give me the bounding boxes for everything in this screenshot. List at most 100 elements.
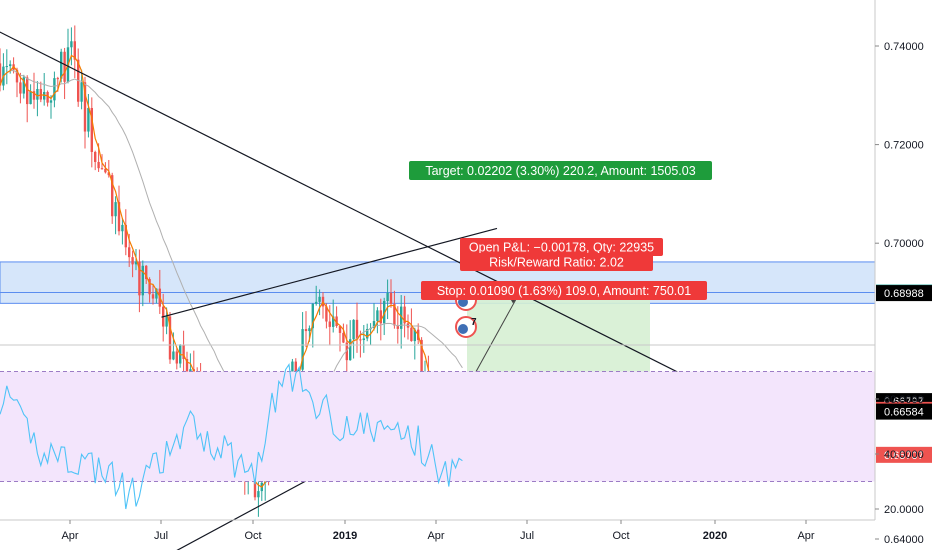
candle[interactable] bbox=[355, 319, 359, 340]
target-label-text: Target: 0.02202 (3.30%) 220.2, Amount: 1… bbox=[425, 164, 695, 178]
candle[interactable] bbox=[389, 292, 393, 304]
pnl-label[interactable]: Open P&L: −0.00178, Qty: 22935 bbox=[460, 238, 663, 256]
candle[interactable] bbox=[315, 301, 318, 304]
rsi-tick-label: 60.0000 bbox=[884, 394, 924, 406]
candle[interactable] bbox=[253, 477, 257, 498]
candle[interactable] bbox=[308, 328, 311, 332]
candle[interactable] bbox=[413, 329, 416, 342]
candle[interactable] bbox=[400, 306, 403, 329]
candle[interactable] bbox=[155, 288, 158, 299]
candle[interactable] bbox=[379, 310, 382, 324]
candle[interactable] bbox=[15, 69, 19, 83]
candle[interactable] bbox=[372, 321, 376, 329]
price-tick-label: 0.64000 bbox=[884, 534, 924, 546]
candle[interactable] bbox=[342, 332, 345, 343]
candle[interactable] bbox=[46, 91, 49, 103]
candle[interactable] bbox=[145, 265, 148, 280]
candle[interactable] bbox=[32, 91, 36, 100]
candle[interactable] bbox=[39, 88, 42, 100]
candle[interactable] bbox=[338, 326, 342, 333]
candle[interactable] bbox=[383, 301, 386, 324]
candle[interactable] bbox=[117, 202, 121, 232]
candle[interactable] bbox=[332, 316, 335, 327]
candle[interactable] bbox=[165, 316, 168, 327]
candle[interactable] bbox=[128, 247, 131, 258]
candle[interactable] bbox=[83, 82, 87, 132]
candle[interactable] bbox=[100, 168, 104, 170]
candle[interactable] bbox=[168, 316, 172, 360]
candle[interactable] bbox=[26, 77, 29, 105]
candle[interactable] bbox=[410, 327, 413, 342]
candle[interactable] bbox=[60, 51, 63, 79]
candle[interactable] bbox=[359, 339, 362, 341]
candle[interactable] bbox=[396, 325, 399, 329]
candle[interactable] bbox=[138, 261, 141, 296]
candle[interactable] bbox=[111, 175, 114, 217]
stop-label[interactable]: Stop: 0.01090 (1.63%) 109.0, Amount: 750… bbox=[421, 281, 707, 300]
candle[interactable] bbox=[0, 63, 2, 86]
candle[interactable] bbox=[49, 100, 53, 103]
candle[interactable] bbox=[185, 359, 189, 381]
candle[interactable] bbox=[175, 351, 178, 364]
candle[interactable] bbox=[366, 328, 369, 339]
candle[interactable] bbox=[148, 279, 151, 295]
candle[interactable] bbox=[5, 66, 8, 68]
candle[interactable] bbox=[328, 321, 331, 327]
candle[interactable] bbox=[172, 351, 175, 360]
candle[interactable] bbox=[121, 224, 124, 232]
candle[interactable] bbox=[70, 41, 73, 48]
candle[interactable] bbox=[94, 151, 97, 162]
candle[interactable] bbox=[362, 338, 365, 341]
candle[interactable] bbox=[304, 329, 308, 332]
candle[interactable] bbox=[9, 64, 12, 67]
candle[interactable] bbox=[335, 316, 338, 327]
time-scale[interactable]: Apr Jul Oct 2019 Apr Jul Oct 2020 Apr bbox=[0, 519, 875, 542]
candle[interactable] bbox=[107, 172, 110, 176]
candle[interactable] bbox=[36, 88, 39, 100]
candle[interactable] bbox=[131, 257, 134, 265]
candle[interactable] bbox=[124, 224, 127, 248]
candle[interactable] bbox=[19, 82, 22, 94]
candle[interactable] bbox=[141, 265, 144, 296]
candle[interactable] bbox=[349, 339, 352, 361]
candle[interactable] bbox=[97, 161, 100, 169]
risk-reward-label[interactable]: Risk/Reward Ratio: 2.02 bbox=[460, 253, 653, 271]
rsi-line bbox=[0, 362, 463, 510]
candle[interactable] bbox=[114, 202, 117, 217]
rsi-tick-label: 40.0000 bbox=[884, 449, 924, 461]
candle[interactable] bbox=[301, 329, 304, 370]
candle[interactable] bbox=[311, 303, 314, 329]
candle[interactable] bbox=[63, 51, 66, 82]
candle[interactable] bbox=[386, 292, 389, 302]
candle[interactable] bbox=[318, 296, 321, 302]
candle[interactable] bbox=[403, 306, 406, 324]
candle[interactable] bbox=[53, 78, 56, 101]
candle[interactable] bbox=[104, 168, 107, 173]
candle[interactable] bbox=[294, 361, 297, 372]
candle[interactable] bbox=[80, 82, 83, 102]
candle[interactable] bbox=[22, 77, 25, 94]
candle[interactable] bbox=[420, 339, 423, 378]
candle[interactable] bbox=[151, 294, 155, 299]
candle[interactable] bbox=[393, 303, 396, 326]
time-tick-label: Apr bbox=[427, 530, 444, 542]
candle[interactable] bbox=[43, 91, 46, 100]
price-badge bbox=[876, 446, 932, 463]
candle[interactable] bbox=[87, 107, 90, 132]
price-scale[interactable]: 0.740000.720000.700000.640000.689990.689… bbox=[874, 0, 932, 546]
candle[interactable] bbox=[73, 41, 76, 60]
rsi-pane[interactable] bbox=[0, 362, 875, 510]
candle[interactable] bbox=[29, 91, 32, 105]
trendline-3[interactable] bbox=[161, 227, 498, 318]
candle[interactable] bbox=[376, 310, 379, 322]
candle[interactable] bbox=[90, 107, 93, 152]
candle[interactable] bbox=[134, 261, 138, 265]
candle[interactable] bbox=[182, 344, 185, 360]
candle[interactable] bbox=[325, 306, 328, 322]
candle[interactable] bbox=[352, 319, 355, 340]
candle[interactable] bbox=[56, 78, 59, 80]
position-overlay[interactable]: Target: 0.02202 (3.30%) 220.2, Amount: 1… bbox=[409, 161, 712, 300]
target-label[interactable]: Target: 0.02202 (3.30%) 220.2, Amount: 1… bbox=[409, 161, 712, 180]
candle[interactable] bbox=[257, 491, 260, 498]
